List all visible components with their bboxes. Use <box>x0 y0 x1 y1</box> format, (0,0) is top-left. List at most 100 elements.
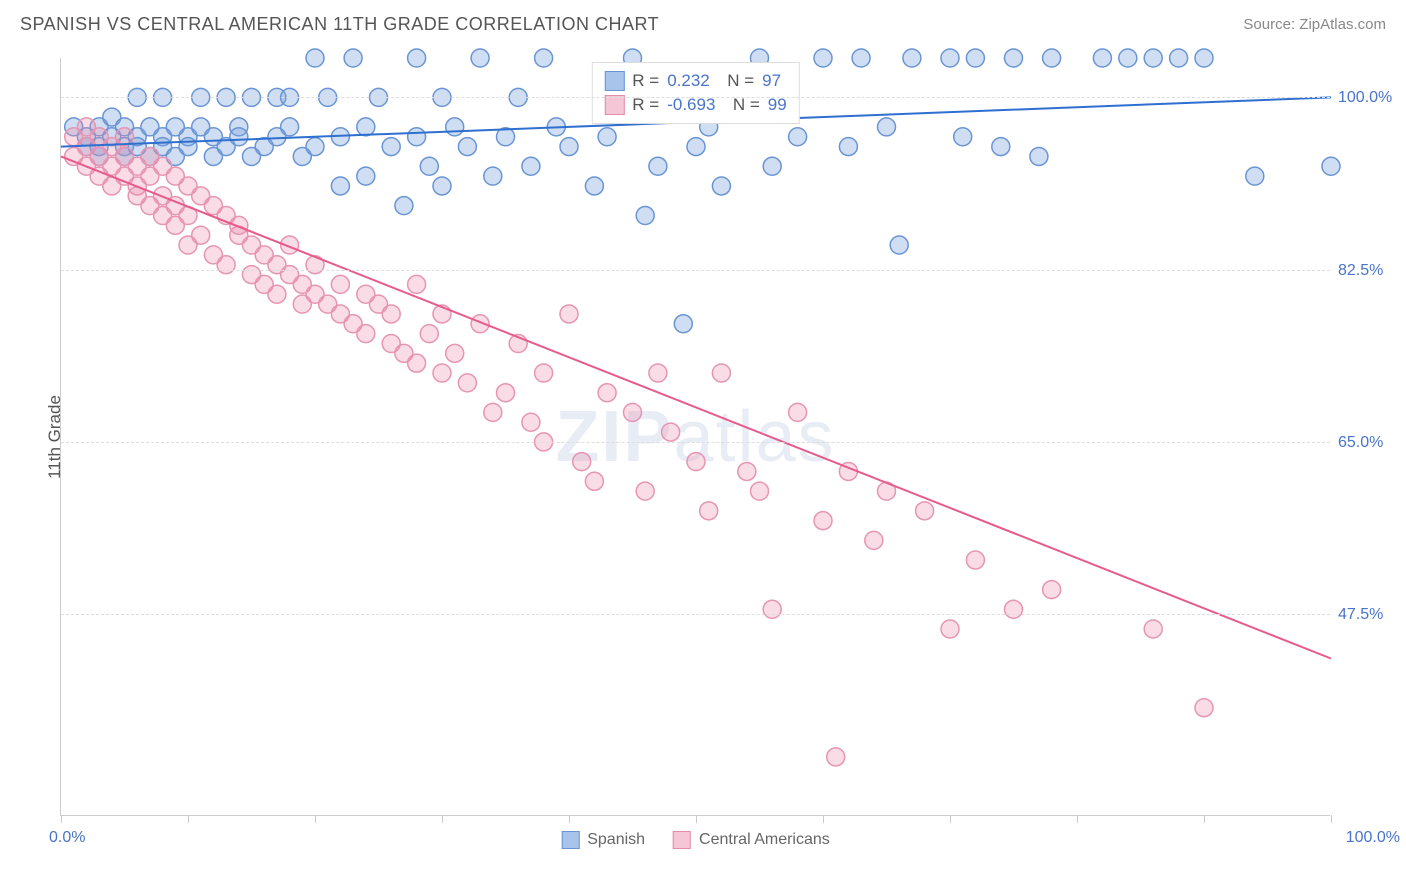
scatter-point <box>484 167 502 185</box>
x-tick <box>696 815 697 823</box>
scatter-point <box>420 325 438 343</box>
scatter-point <box>662 423 680 441</box>
scatter-point <box>649 364 667 382</box>
scatter-point <box>1005 600 1023 618</box>
scatter-point <box>827 748 845 766</box>
x-tick <box>950 815 951 823</box>
scatter-point <box>941 620 959 638</box>
scatter-point <box>751 482 769 500</box>
legend-bottom: SpanishCentral Americans <box>561 831 830 849</box>
source-link[interactable]: ZipAtlas.com <box>1299 16 1386 33</box>
x-tick <box>315 815 316 823</box>
chart-header: SPANISH VS CENTRAL AMERICAN 11TH GRADE C… <box>0 0 1406 45</box>
scatter-point <box>433 177 451 195</box>
x-axis-max-label: 100.0% <box>1346 829 1400 847</box>
scatter-point <box>573 453 591 471</box>
scatter-point <box>598 128 616 146</box>
scatter-point <box>268 285 286 303</box>
stats-row: R = 0.232 N = 97 <box>604 69 786 93</box>
scatter-point <box>649 157 667 175</box>
scatter-point <box>1030 147 1048 165</box>
scatter-point <box>433 364 451 382</box>
scatter-point <box>814 512 832 530</box>
scatter-point <box>217 256 235 274</box>
scatter-point <box>890 236 908 254</box>
y-tick-label: 47.5% <box>1338 606 1406 624</box>
scatter-point <box>585 177 603 195</box>
legend-swatch <box>561 831 579 849</box>
scatter-point <box>522 157 540 175</box>
scatter-point <box>408 128 426 146</box>
scatter-point <box>497 384 515 402</box>
scatter-point <box>738 462 756 480</box>
scatter-point <box>1093 49 1111 67</box>
scatter-point <box>789 128 807 146</box>
scatter-point <box>763 157 781 175</box>
scatter-point <box>230 128 248 146</box>
scatter-point <box>382 305 400 323</box>
scatter-point <box>395 197 413 215</box>
scatter-point <box>535 49 553 67</box>
source-attribution: Source: ZipAtlas.com <box>1243 16 1386 33</box>
stats-r-value: 0.232 <box>667 71 710 91</box>
scatter-point <box>306 138 324 156</box>
scatter-point <box>712 364 730 382</box>
scatter-point <box>1170 49 1188 67</box>
scatter-point <box>1043 581 1061 599</box>
gridline: 47.5% <box>61 614 1330 615</box>
y-tick-label: 100.0% <box>1338 89 1406 107</box>
gridline: 82.5% <box>61 270 1330 271</box>
scatter-point <box>1322 157 1340 175</box>
scatter-point <box>878 118 896 136</box>
scatter-point <box>598 384 616 402</box>
scatter-point <box>535 364 553 382</box>
scatter-point <box>687 138 705 156</box>
scatter-point <box>446 344 464 362</box>
scatter-point <box>1144 620 1162 638</box>
source-prefix: Source: <box>1243 16 1299 33</box>
stats-r-label: R = <box>632 71 659 91</box>
stats-n-label: N = <box>718 71 754 91</box>
scatter-point <box>865 531 883 549</box>
scatter-point <box>230 216 248 234</box>
scatter-point <box>357 167 375 185</box>
scatter-point <box>179 138 197 156</box>
scatter-point <box>408 354 426 372</box>
chart-title: SPANISH VS CENTRAL AMERICAN 11TH GRADE C… <box>20 14 659 35</box>
scatter-point <box>585 472 603 490</box>
scatter-point <box>624 403 642 421</box>
scatter-point <box>522 413 540 431</box>
scatter-point <box>408 275 426 293</box>
x-tick <box>442 815 443 823</box>
scatter-point <box>1144 49 1162 67</box>
correlation-stats-box: R = 0.232 N = 97R = -0.693 N = 99 <box>591 62 799 124</box>
scatter-point <box>484 403 502 421</box>
scatter-point <box>458 138 476 156</box>
scatter-point <box>712 177 730 195</box>
scatter-point <box>357 325 375 343</box>
scatter-point <box>916 502 934 520</box>
x-axis-min-label: 0.0% <box>49 829 85 847</box>
scatter-point <box>903 49 921 67</box>
stats-swatch <box>604 71 624 91</box>
scatter-point <box>966 551 984 569</box>
scatter-point <box>306 49 324 67</box>
scatter-point <box>192 226 210 244</box>
scatter-point <box>789 403 807 421</box>
scatter-point <box>471 49 489 67</box>
scatter-point <box>458 374 476 392</box>
scatter-point <box>344 49 362 67</box>
scatter-point <box>700 502 718 520</box>
scatter-point <box>687 453 705 471</box>
x-tick <box>61 815 62 823</box>
scatter-point <box>420 157 438 175</box>
scatter-point <box>331 177 349 195</box>
x-tick <box>823 815 824 823</box>
y-tick-label: 65.0% <box>1338 434 1406 452</box>
scatter-point <box>357 118 375 136</box>
scatter-point <box>814 49 832 67</box>
scatter-point <box>636 207 654 225</box>
stats-n-value: 97 <box>762 71 781 91</box>
legend-item: Central Americans <box>673 831 830 849</box>
scatter-svg <box>61 58 1330 815</box>
